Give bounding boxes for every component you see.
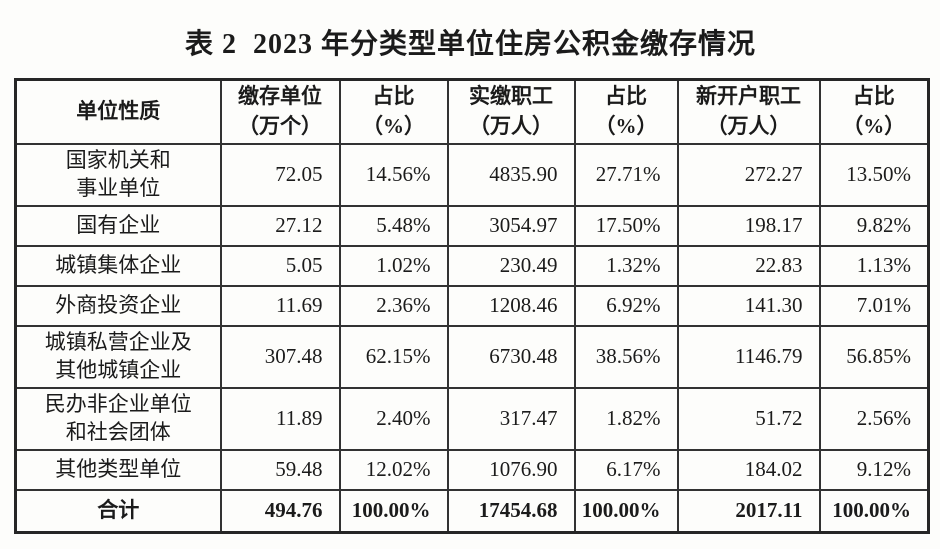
header-cell-0: 单位性质: [14, 78, 222, 145]
table-caption: 表 2 2023 年分类型单位住房公积金缴存情况: [184, 29, 756, 60]
value-cell: 494.76: [219, 488, 341, 534]
value-cell: 22.83: [676, 244, 821, 287]
value-cell: 27.71%: [573, 142, 679, 207]
value-cell: 56.85%: [818, 324, 930, 389]
value-cell: 5.05: [219, 244, 341, 287]
value-cell: 9.12%: [818, 448, 930, 491]
value-cell: 59.48: [219, 448, 341, 491]
value-cell: 17.50%: [573, 204, 679, 247]
unit-type-cell: 民办非企业单位 和社会团体: [14, 386, 222, 451]
value-cell: 62.15%: [338, 324, 449, 389]
header-label: 单位性质: [76, 99, 161, 124]
value-cell: 11.69: [219, 284, 341, 327]
unit-type-cell: 城镇集体企业: [14, 244, 222, 287]
value-cell: 7.01%: [818, 284, 930, 327]
value-cell: 13.50%: [818, 142, 930, 207]
unit-type-cell: 合计: [14, 488, 222, 534]
value-cell: 1.13%: [818, 244, 930, 287]
header-label: 缴存单位: [238, 84, 322, 109]
value-cell: 184.02: [676, 448, 821, 491]
value-cell: 2017.11: [676, 488, 821, 534]
table-row: 国家机关和 事业单位 72.05 14.56% 4835.90 27.71% 272.27…: [14, 142, 930, 207]
value-cell: 51.72: [676, 386, 821, 451]
header-row: 单位性质 缴存单位 （万个） 占比 （%） 实缴职工 （万人） 占比 （%） 新开户职工 （万人） 占…: [14, 78, 930, 145]
value-cell: 17454.68: [446, 488, 576, 534]
value-cell: 1076.90: [446, 448, 576, 491]
table-body: 国家机关和 事业单位 72.05 14.56% 4835.90 27.71% 272.27…: [14, 142, 930, 534]
header-unit: （%）: [842, 113, 906, 138]
header-label: 实缴职工: [469, 84, 553, 109]
header-label: 占比: [852, 84, 895, 109]
header-cell-3: 实缴职工 （万人）: [446, 78, 576, 145]
value-cell: 72.05: [219, 142, 341, 207]
header-unit: （%）: [594, 113, 658, 138]
header-unit: （%）: [362, 113, 425, 138]
value-cell: 6.92%: [573, 284, 679, 327]
value-cell: 100.00%: [573, 488, 679, 534]
value-cell: 4835.90: [446, 142, 576, 207]
header-cell-6: 占比 （%）: [818, 78, 930, 145]
header-unit: （万人）: [469, 113, 553, 138]
unit-type-cell: 城镇私营企业及 其他城镇企业: [14, 324, 222, 389]
value-cell: 100.00%: [818, 488, 930, 534]
value-cell: 1208.46: [446, 284, 576, 327]
value-cell: 1146.79: [676, 324, 821, 389]
unit-type-cell: 其他类型单位: [14, 448, 222, 491]
value-cell: 6.17%: [573, 448, 679, 491]
value-cell: 27.12: [219, 204, 341, 247]
header-unit: （万个）: [238, 113, 322, 138]
value-cell: 38.56%: [573, 324, 679, 389]
header-cell-4: 占比 （%）: [573, 78, 679, 145]
table-row: 城镇集体企业 5.05 1.02% 230.49 1.32% 22.83 1.13%: [14, 244, 930, 287]
total-row: 合计 494.76 100.00% 17454.68 100.00% 2017.11 100…: [14, 488, 930, 534]
value-cell: 12.02%: [338, 448, 449, 491]
table-header: 单位性质 缴存单位 （万个） 占比 （%） 实缴职工 （万人） 占比 （%） 新开户职工 （万人） 占…: [14, 78, 930, 145]
value-cell: 2.40%: [338, 386, 449, 451]
value-cell: 3054.97: [446, 204, 576, 247]
housing-fund-deposit-table: 单位性质 缴存单位 （万个） 占比 （%） 实缴职工 （万人） 占比 （%） 新开户职工 （万人） 占…: [14, 78, 930, 534]
header-label: 占比: [605, 84, 647, 109]
value-cell: 2.36%: [338, 284, 449, 327]
unit-type-cell: 国家机关和 事业单位: [14, 142, 222, 207]
value-cell: 100.00%: [338, 488, 449, 534]
value-cell: 141.30: [676, 284, 821, 327]
value-cell: 272.27: [676, 142, 821, 207]
table-row: 国有企业 27.12 5.48% 3054.97 17.50% 198.17 9.82%: [14, 204, 930, 247]
value-cell: 14.56%: [338, 142, 449, 207]
value-cell: 6730.48: [446, 324, 576, 389]
header-cell-5: 新开户职工 （万人）: [676, 78, 821, 145]
header-cell-1: 缴存单位 （万个）: [219, 78, 341, 145]
table-row: 外商投资企业 11.69 2.36% 1208.46 6.92% 141.30 7.01%: [14, 284, 930, 327]
header-unit: （万人）: [706, 113, 791, 138]
unit-type-cell: 外商投资企业: [14, 284, 222, 327]
unit-type-cell: 国有企业: [14, 204, 222, 247]
value-cell: 1.32%: [573, 244, 679, 287]
value-cell: 5.48%: [338, 204, 449, 247]
table-row: 城镇私营企业及 其他城镇企业 307.48 62.15% 6730.48 38.56% 1…: [14, 324, 930, 389]
value-cell: 307.48: [219, 324, 341, 389]
value-cell: 1.02%: [338, 244, 449, 287]
table-row: 民办非企业单位 和社会团体 11.89 2.40% 317.47 1.82% 51.72 2…: [14, 386, 930, 451]
value-cell: 198.17: [676, 204, 821, 247]
table-row: 其他类型单位 59.48 12.02% 1076.90 6.17% 184.02 9.12%: [14, 448, 930, 491]
value-cell: 11.89: [219, 386, 341, 451]
value-cell: 1.82%: [573, 386, 679, 451]
header-label: 占比: [372, 84, 415, 109]
value-cell: 2.56%: [818, 386, 930, 451]
value-cell: 317.47: [446, 386, 576, 451]
header-label: 新开户职工: [696, 84, 801, 109]
value-cell: 9.82%: [818, 204, 930, 247]
header-cell-2: 占比 （%）: [338, 78, 449, 145]
value-cell: 230.49: [446, 244, 576, 287]
